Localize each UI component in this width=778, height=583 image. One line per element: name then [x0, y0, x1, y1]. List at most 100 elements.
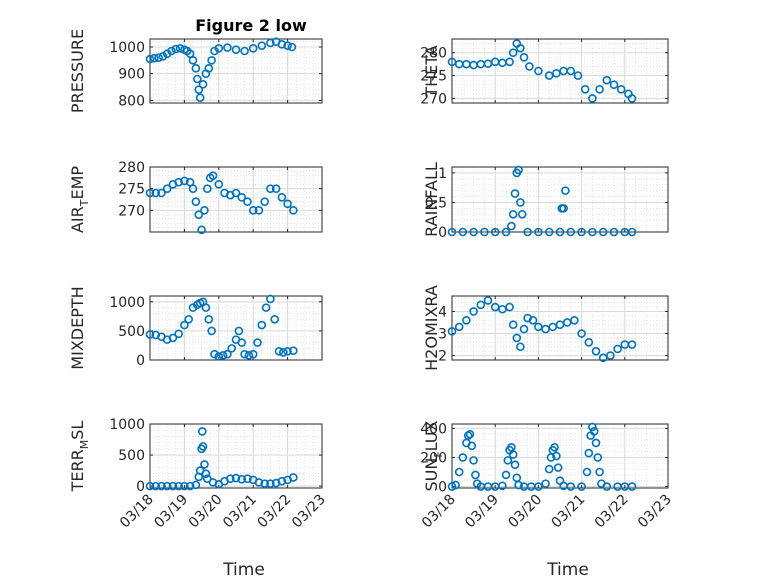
data-point: [559, 204, 568, 213]
data-point: [277, 193, 287, 202]
data-point: [162, 335, 172, 344]
data-point: [145, 188, 155, 198]
data-point: [588, 422, 597, 432]
data-point: [240, 349, 249, 359]
data-point: [289, 206, 298, 215]
data-point: [577, 482, 586, 491]
data-point: [598, 353, 608, 363]
data-point: [595, 84, 604, 94]
data-point: [237, 338, 247, 347]
data-point: [503, 456, 513, 465]
data-point: [516, 198, 525, 207]
data-point: [254, 478, 264, 487]
x-tick-label: 03/23: [289, 492, 329, 532]
x-tick-label: 03/18: [419, 492, 459, 532]
data-point: [517, 209, 527, 219]
y-tick-label: 900: [118, 67, 145, 83]
data-point: [214, 44, 224, 53]
data-point: [463, 431, 473, 440]
data-point: [469, 60, 478, 70]
data-point: [289, 346, 298, 355]
y-tick-label: 280: [118, 160, 145, 176]
data-point: [465, 429, 475, 439]
data-point: [454, 59, 464, 69]
data-point: [244, 351, 254, 360]
y-tick-label: 280: [420, 46, 447, 62]
data-point: [510, 189, 520, 198]
data-point: [541, 324, 550, 334]
data-point: [248, 44, 258, 53]
data-point: [180, 176, 189, 186]
data-point: [609, 227, 619, 237]
data-point: [223, 43, 232, 52]
data-point: [606, 351, 615, 360]
data-point: [476, 59, 486, 69]
data-point: [180, 320, 189, 330]
y-tick-label: 270: [420, 91, 447, 107]
y-axis-label: AIRTEMP: [68, 166, 91, 233]
data-point: [203, 184, 212, 193]
x-axis-label: Time: [546, 560, 589, 580]
data-point: [200, 206, 209, 215]
data-point: [157, 188, 166, 198]
data-point: [510, 460, 520, 470]
data-point: [548, 322, 558, 332]
data-point: [204, 314, 214, 324]
data-point: [498, 481, 507, 491]
data-point: [198, 80, 208, 89]
data-point: [566, 227, 576, 237]
axes-frame: [149, 295, 323, 361]
y-axis-label: SUNFLUX: [422, 420, 445, 491]
data-point: [490, 227, 500, 237]
x-tick-label: 03/18: [117, 492, 157, 532]
data-point: [201, 303, 211, 312]
data-point: [151, 330, 161, 340]
y-tick-label: 275: [420, 69, 447, 85]
data-point: [591, 438, 601, 448]
subplot-3: 270 275 280 AIRTEMP: [68, 160, 323, 235]
data-point: [469, 307, 478, 316]
data-point: [151, 481, 161, 491]
data-point: [541, 479, 550, 488]
data-point: [566, 482, 576, 491]
data-point: [201, 469, 211, 479]
y-tick-label: 3: [438, 327, 447, 343]
data-point: [174, 481, 183, 491]
data-point: [207, 326, 216, 336]
axes-frame: [451, 38, 669, 104]
data-point: [595, 467, 604, 477]
y-axis-label: H2OMIXRA: [422, 285, 441, 371]
x-tick-label: 03/19: [151, 492, 191, 532]
data-point: [580, 84, 590, 94]
data-point: [194, 85, 204, 94]
y-axis-label: RAINFALL: [422, 162, 441, 237]
y-axis-label: MIXDEPTH: [68, 286, 87, 369]
data-point: [462, 315, 471, 325]
data-point: [278, 348, 288, 357]
data-point: [168, 481, 178, 491]
data-point: [550, 442, 559, 452]
data-point: [174, 329, 183, 339]
data-point: [198, 442, 208, 451]
data-point: [613, 344, 622, 354]
data-point: [157, 481, 166, 491]
data-point: [200, 460, 209, 469]
data-point: [240, 46, 249, 56]
axes-frame: [149, 166, 323, 233]
data-point: [589, 426, 599, 436]
data-point: [501, 227, 511, 237]
data-point: [277, 40, 287, 49]
data-point: [223, 349, 232, 359]
x-axis-label: Time: [222, 560, 265, 580]
data-point: [566, 66, 576, 76]
y-axis-label: PRESSURE: [68, 29, 87, 113]
y-tick-label: 0: [438, 225, 447, 241]
y-tick-label: 2: [438, 349, 447, 365]
data-point: [227, 344, 236, 353]
data-point: [534, 227, 543, 237]
data-point: [171, 44, 181, 54]
data-point: [180, 481, 189, 491]
data-point: [167, 46, 176, 56]
